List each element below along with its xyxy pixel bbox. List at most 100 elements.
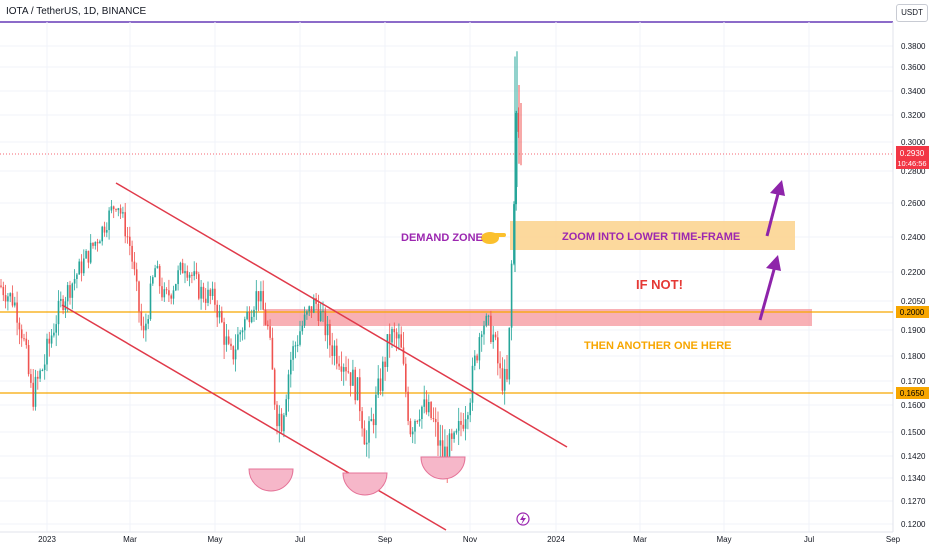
candle-body [418,418,421,422]
price-axis[interactable]: 0.3800 0.3600 0.3400 0.3200 0.3000 0.2800 0.26… [901,42,926,529]
candle-body [202,286,205,299]
candle-body [221,311,223,323]
time-axis[interactable]: 2023 Mar May Jul Sep Nov 2024 Mar May Jul Sep [38,535,901,544]
candle-body [200,286,202,299]
candle-body [156,265,159,269]
candle-body [2,286,5,296]
another-one-label: THEN ANOTHER ONE HERE [584,340,732,352]
candle-body [248,311,251,323]
lightning-icon[interactable] [516,512,530,526]
channel-lower-line[interactable] [61,304,447,531]
candle-body [441,440,444,460]
candle-body [492,334,494,343]
candle-body [255,291,258,310]
price-tick-label: 0.2600 [901,199,926,208]
candle-body [331,345,333,356]
candle-body [163,289,166,298]
candle-body [214,288,216,305]
candle-body [244,319,246,331]
candle-body [382,361,384,391]
candle-body [9,293,11,297]
candle-body [41,369,44,371]
candle-body [365,442,368,445]
candle-body [37,376,39,379]
candle-body [14,302,16,306]
candle-body [306,311,308,315]
candle-body [446,446,448,467]
currency-button[interactable]: USDT [896,4,928,22]
candle-body [294,345,297,347]
candle-body [89,242,92,263]
candle-body [287,374,290,400]
candle-body [499,363,501,369]
candle-body [469,402,471,416]
candle-body [363,428,366,445]
candle-body [340,366,343,372]
candle-body [405,363,407,392]
candle-body [354,369,356,401]
candle-body [485,315,488,326]
candle-body [444,446,446,460]
price-tick-label: 0.2050 [901,297,926,306]
candle-body [513,204,515,264]
candle-body [283,415,285,432]
candle-body [271,337,274,370]
channel-upper-line[interactable] [115,182,568,448]
candle-body [115,209,117,211]
price-badge-0-2000: 0.2000 [896,306,929,318]
zoom-zone-box[interactable] [510,221,795,250]
candle-body [62,298,64,311]
candle-body [264,309,267,325]
hand-pointer-icon [481,232,506,244]
candle-body [211,288,214,296]
candle-body [386,334,389,367]
candle-body [78,261,80,275]
candle-body [342,367,345,372]
price-tick-label: 0.3200 [901,111,926,120]
candle-body [448,433,451,467]
price-tick-label: 0.3400 [901,87,926,96]
candle-body [64,301,67,311]
candle-body [391,328,393,343]
bottom-arc-1 [248,468,294,492]
candle-body [319,311,322,321]
candle-body [329,324,331,346]
candle-body [57,300,60,325]
candle-body [209,289,212,296]
time-tick-label: Sep [886,535,901,544]
candle-body [191,274,193,276]
candle-body [296,344,299,346]
candle-body [179,262,182,271]
candle-body [230,343,232,347]
candle-body [467,415,469,420]
candle-body [239,332,241,335]
candle-body [50,335,53,344]
time-tick-label: 2023 [38,535,56,544]
candle-body [69,285,71,298]
candle-body [301,325,304,332]
bottom-arc-2 [342,472,388,496]
candle-body [372,419,375,426]
time-tick-label: May [207,535,222,544]
candle-body [402,347,405,364]
time-tick-label: Jul [804,535,814,544]
candle-body [439,440,442,446]
candle-body [384,361,386,367]
price-tick-label: 0.1340 [901,474,926,483]
candle-body [71,283,74,298]
candle-body [145,323,147,331]
candle-body [60,298,62,301]
candle-body [46,338,48,365]
candle-body [119,208,122,214]
candle-body [117,208,120,211]
candle-body [25,338,28,346]
demand-zone-box[interactable] [263,309,812,326]
candle-body [455,430,458,433]
candle-body [195,271,198,275]
candle-body [315,298,317,304]
candle-body [16,302,18,323]
candle-body [76,274,78,280]
candle-body [83,258,85,274]
candle-body [216,304,218,318]
